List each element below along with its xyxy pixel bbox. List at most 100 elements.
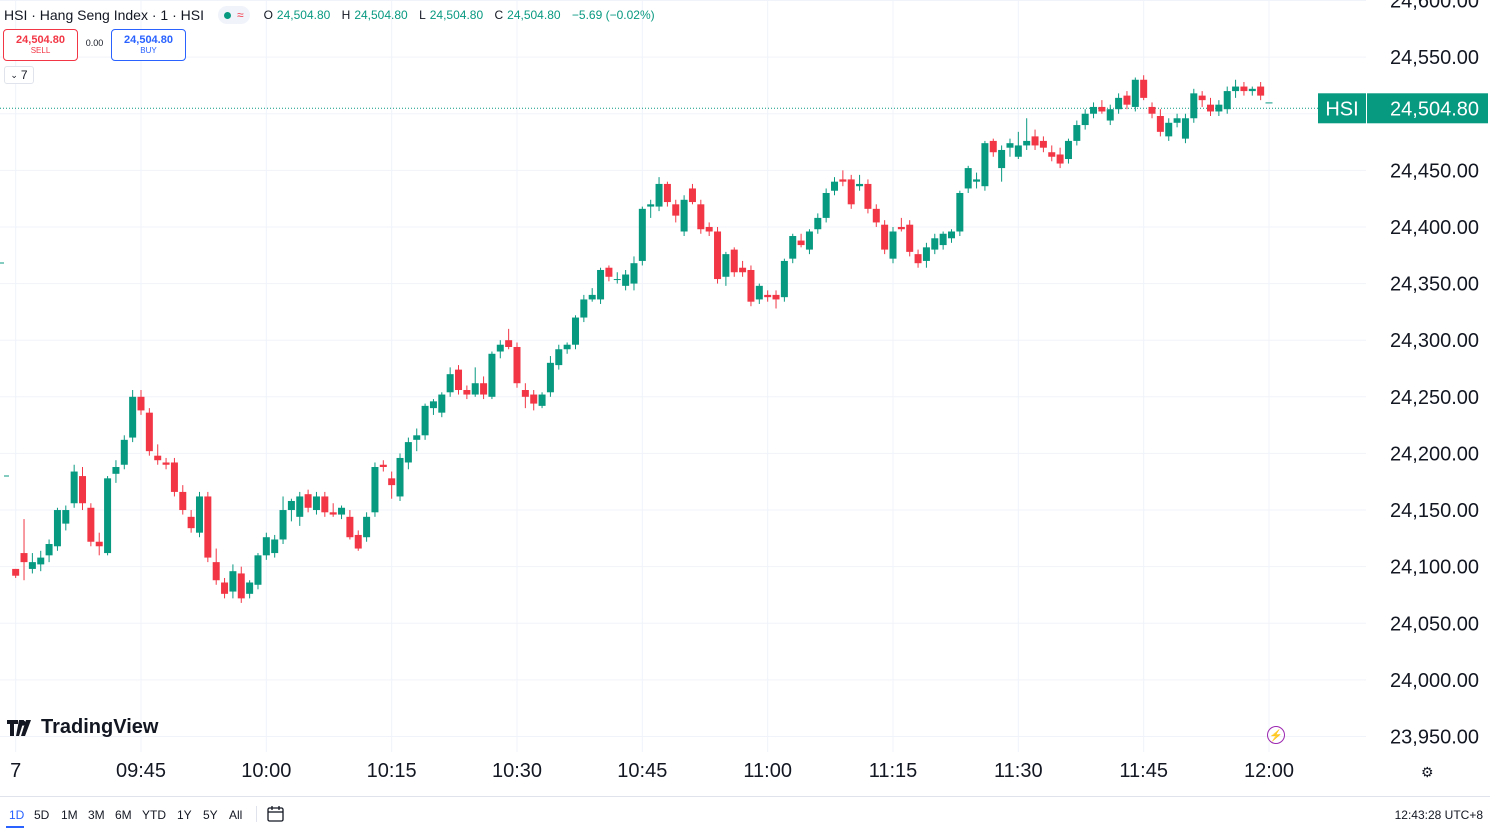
candle-body xyxy=(622,274,630,286)
candle xyxy=(20,519,28,581)
candle-body xyxy=(254,555,262,585)
candle-body xyxy=(1198,95,1206,101)
sell-price: 24,504.80 xyxy=(16,34,65,46)
candle xyxy=(555,344,563,370)
range-1y[interactable]: 1Y xyxy=(177,808,192,822)
candle-body xyxy=(1173,118,1181,123)
candle xyxy=(212,548,220,585)
symbol-badge xyxy=(1318,93,1366,124)
candle xyxy=(697,199,705,234)
candle-body xyxy=(187,516,195,529)
candle-body xyxy=(229,571,237,592)
candle-body xyxy=(154,455,162,461)
gear-icon[interactable]: ⚙ xyxy=(1421,764,1434,780)
candle-body xyxy=(413,435,421,440)
candle xyxy=(254,553,262,590)
last-price-badge xyxy=(1367,93,1488,124)
price-tick-label: 24,550.00 xyxy=(1390,47,1479,69)
candle-body xyxy=(580,299,588,318)
candle-body xyxy=(714,231,722,280)
candle xyxy=(1190,88,1198,123)
symbol-badge-text: HSI xyxy=(1325,98,1358,120)
candle-body xyxy=(1031,136,1039,146)
calendar-goto-icon[interactable] xyxy=(266,805,286,823)
buy-button[interactable]: 24,504.80 BUY xyxy=(111,29,186,61)
candle xyxy=(170,457,178,497)
candle xyxy=(513,342,521,388)
lightning-icon[interactable]: ⚡ xyxy=(1267,726,1285,744)
candle xyxy=(455,365,463,395)
candle xyxy=(897,217,905,232)
candle xyxy=(162,457,170,470)
candle xyxy=(530,390,538,411)
candle xyxy=(1081,109,1089,130)
range-all[interactable]: All xyxy=(229,808,243,822)
candle-body xyxy=(705,226,713,232)
delayed-data-icon: ≈ xyxy=(236,8,244,22)
candle-body xyxy=(1090,106,1098,114)
candle-body xyxy=(680,199,688,232)
candle-body xyxy=(70,471,78,504)
candle xyxy=(881,220,889,255)
range-3m[interactable]: 3M xyxy=(88,808,105,822)
symbol-title[interactable]: HSI · Hang Seng Index · 1 · HSI xyxy=(4,7,204,23)
candle-body xyxy=(1006,143,1014,148)
candle xyxy=(438,392,446,418)
candle xyxy=(79,467,87,511)
candle xyxy=(739,260,747,277)
candle-body xyxy=(655,183,663,207)
last-price-text: 24,504.80 xyxy=(1390,98,1479,120)
candle xyxy=(237,566,245,603)
tradingview-logo[interactable]: TradingView xyxy=(7,716,158,739)
candle xyxy=(705,222,713,237)
candle-body xyxy=(939,233,947,246)
sell-button[interactable]: 24,504.80 SELL xyxy=(3,29,78,61)
candle xyxy=(989,138,997,157)
candle-body xyxy=(212,562,220,581)
range-5y[interactable]: 5Y xyxy=(203,808,218,822)
indicators-toggle-button[interactable]: ⌄ 7 xyxy=(4,66,34,84)
candle-body xyxy=(947,231,955,239)
candle xyxy=(37,550,45,572)
price-tick-label: 24,100.00 xyxy=(1390,557,1479,579)
candle-body xyxy=(872,208,880,223)
range-6m[interactable]: 6M xyxy=(115,808,132,822)
range-ytd[interactable]: YTD xyxy=(142,808,166,822)
candle xyxy=(981,140,989,191)
price-tick-label: 24,350.00 xyxy=(1390,274,1479,296)
candle xyxy=(1056,147,1064,169)
candle-body xyxy=(179,491,187,511)
candle-body xyxy=(137,396,145,411)
bottom-toolbar: 1D 5D 1M 3M 6M YTD 1Y 5Y All 12:43:28 UT… xyxy=(0,796,1490,828)
candle-body xyxy=(722,254,730,277)
market-status-badge[interactable]: ≈ xyxy=(217,6,250,24)
candle-body xyxy=(789,236,797,259)
candle xyxy=(580,294,588,323)
candle xyxy=(271,534,279,558)
sell-label: SELL xyxy=(30,46,51,55)
candle-body xyxy=(1181,118,1189,139)
time-axis[interactable]: 7 09:45 10:00 10:15 10:30 10:45 11:00 11:15 11:3… xyxy=(10,760,1294,782)
candle xyxy=(847,174,855,209)
candle-body xyxy=(914,254,922,264)
candle-body xyxy=(53,510,61,547)
range-1m[interactable]: 1M xyxy=(61,808,78,822)
range-1d[interactable]: 1D xyxy=(9,808,25,822)
candle-body xyxy=(538,394,546,406)
time-tick-label: 10:30 xyxy=(492,760,542,782)
time-tick-label: 7 xyxy=(10,760,21,782)
candle xyxy=(229,564,237,599)
candle xyxy=(964,165,972,193)
candle-body xyxy=(597,269,605,300)
candle xyxy=(1123,91,1131,110)
candle xyxy=(413,428,421,452)
candle xyxy=(62,505,70,531)
chevron-down-icon: ⌄ xyxy=(10,69,18,80)
candle xyxy=(538,392,546,409)
candle-body xyxy=(605,267,613,277)
candle-body xyxy=(831,181,839,191)
price-tick-label: 24,400.00 xyxy=(1390,217,1479,239)
range-5d[interactable]: 5D xyxy=(34,808,50,822)
timezone-clock[interactable]: 12:43:28 UTC+8 xyxy=(1394,808,1483,822)
